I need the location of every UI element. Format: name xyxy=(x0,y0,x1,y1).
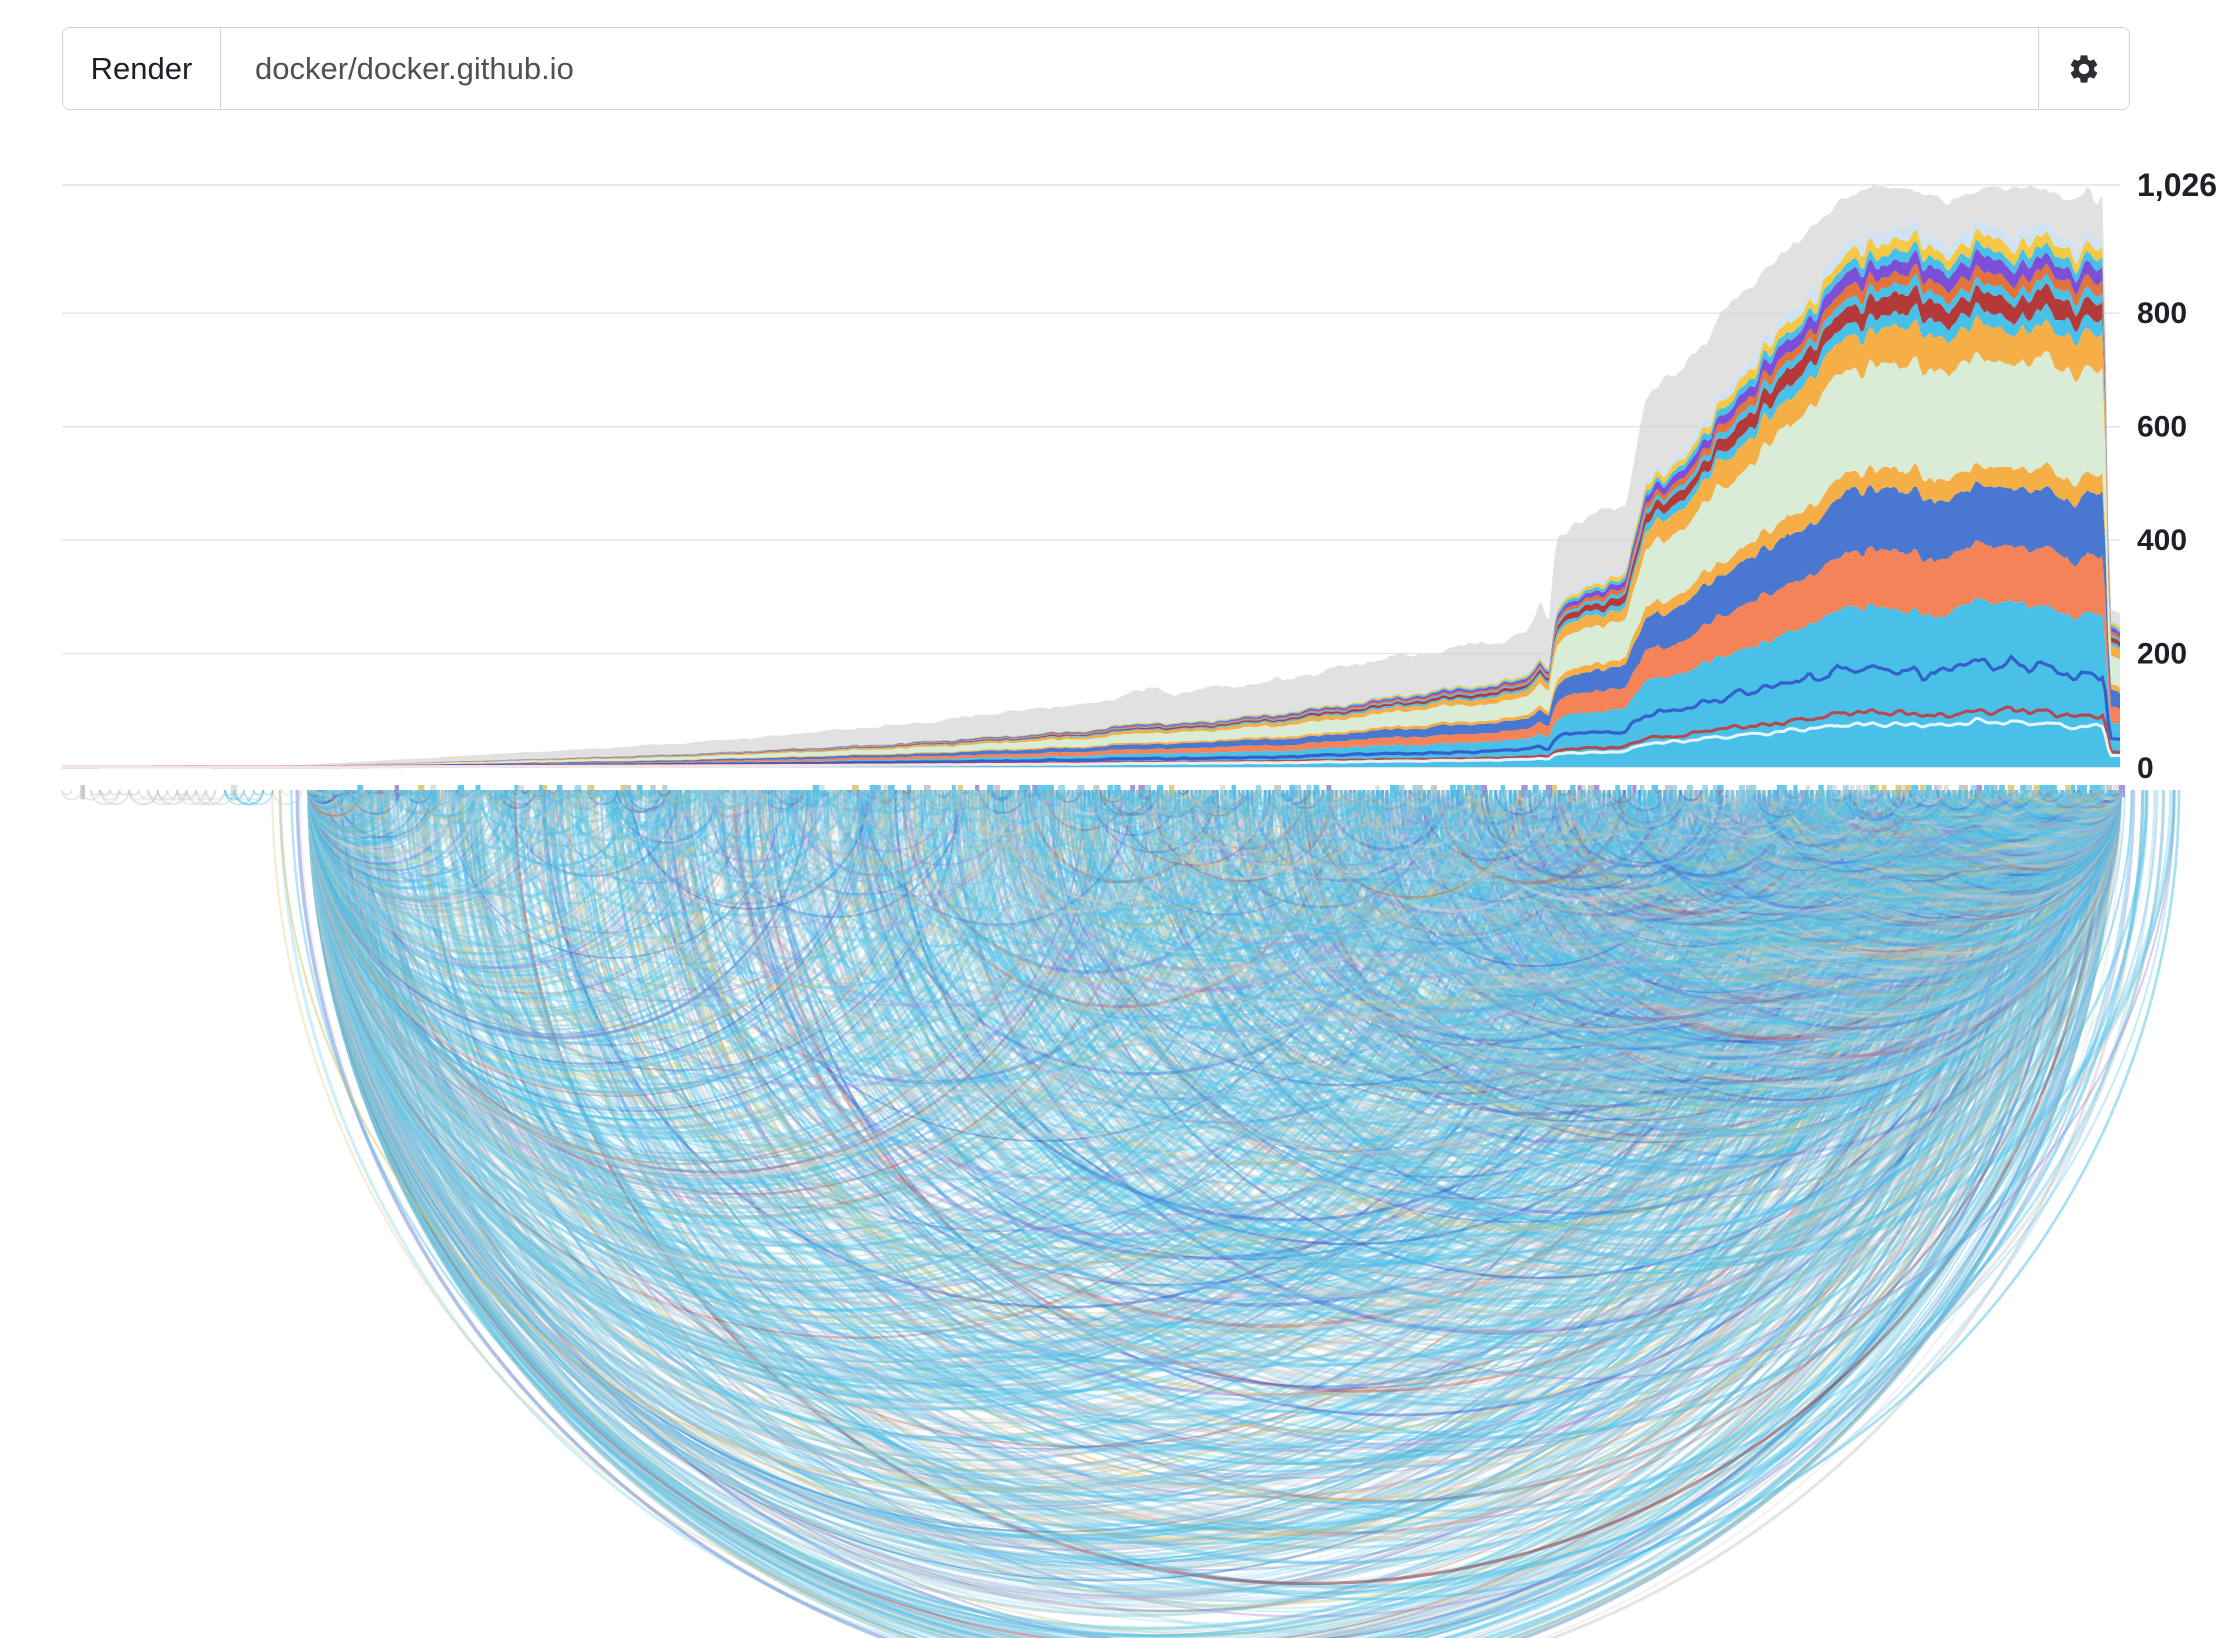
svg-text:1,026: 1,026 xyxy=(2137,167,2216,203)
svg-text:800: 800 xyxy=(2137,297,2187,330)
svg-text:400: 400 xyxy=(2137,524,2187,557)
svg-text:0: 0 xyxy=(2137,752,2154,785)
svg-text:600: 600 xyxy=(2137,411,2187,444)
svg-text:200: 200 xyxy=(2137,638,2187,671)
